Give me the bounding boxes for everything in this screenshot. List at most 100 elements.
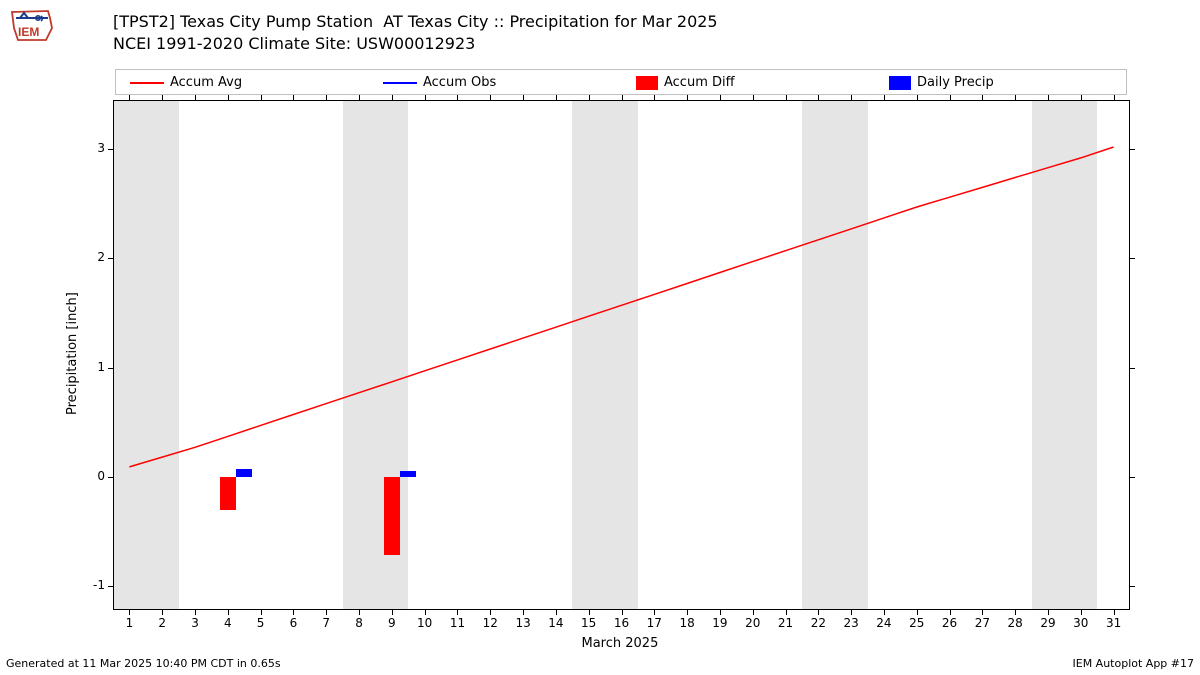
xtick-mark — [425, 95, 426, 100]
xtick-label: 12 — [478, 616, 502, 630]
xtick-mark — [425, 610, 426, 615]
xtick-mark — [818, 95, 819, 100]
xtick-mark — [654, 95, 655, 100]
ytick-mark — [1130, 149, 1135, 150]
xtick-mark — [753, 95, 754, 100]
xtick-mark — [884, 610, 885, 615]
legend-swatch-patch — [889, 76, 911, 90]
xtick-label: 15 — [577, 616, 601, 630]
xtick-mark — [1048, 95, 1049, 100]
bar-daily-precip — [236, 469, 252, 477]
xtick-mark — [195, 610, 196, 615]
xtick-mark — [457, 610, 458, 615]
xtick-mark — [589, 610, 590, 615]
xtick-label: 28 — [1003, 616, 1027, 630]
xtick-mark — [622, 610, 623, 615]
xtick-mark — [523, 610, 524, 615]
y-axis-label: Precipitation [inch] — [65, 292, 80, 415]
xtick-mark — [654, 610, 655, 615]
legend-item: Accum Avg — [130, 75, 242, 90]
ytick-mark — [1130, 586, 1135, 587]
ytick-mark — [108, 258, 113, 259]
xtick-mark — [293, 610, 294, 615]
xtick-mark — [326, 95, 327, 100]
xtick-label: 6 — [281, 616, 305, 630]
chart-title-line2: NCEI 1991-2020 Climate Site: USW00012923 — [113, 34, 475, 53]
ytick-mark — [108, 477, 113, 478]
xtick-mark — [589, 95, 590, 100]
xtick-mark — [687, 95, 688, 100]
xtick-label: 3 — [183, 616, 207, 630]
legend-label: Accum Diff — [664, 75, 735, 90]
footer-right: IEM Autoplot App #17 — [1073, 657, 1195, 670]
ytick-mark — [1130, 477, 1135, 478]
xtick-mark — [523, 95, 524, 100]
xtick-label: 30 — [1069, 616, 1093, 630]
xtick-label: 4 — [216, 616, 240, 630]
xtick-mark — [359, 95, 360, 100]
xtick-label: 31 — [1102, 616, 1126, 630]
xtick-mark — [195, 95, 196, 100]
xtick-mark — [950, 95, 951, 100]
xtick-label: 13 — [511, 616, 535, 630]
xtick-label: 10 — [413, 616, 437, 630]
xtick-mark — [556, 95, 557, 100]
xtick-mark — [786, 610, 787, 615]
xtick-mark — [917, 610, 918, 615]
ytick-label: 3 — [71, 141, 105, 155]
xtick-mark — [950, 610, 951, 615]
xtick-mark — [129, 610, 130, 615]
xtick-mark — [326, 610, 327, 615]
xtick-label: 2 — [150, 616, 174, 630]
xtick-label: 5 — [249, 616, 273, 630]
xtick-mark — [851, 610, 852, 615]
legend-label: Accum Avg — [170, 75, 242, 90]
xtick-label: 22 — [806, 616, 830, 630]
ytick-label: -1 — [71, 578, 105, 592]
xtick-mark — [720, 95, 721, 100]
xtick-mark — [917, 95, 918, 100]
xtick-mark — [228, 610, 229, 615]
xtick-label: 17 — [642, 616, 666, 630]
legend-label: Daily Precip — [917, 75, 994, 90]
xtick-label: 19 — [708, 616, 732, 630]
ytick-mark — [1130, 368, 1135, 369]
weekend-band — [1032, 101, 1098, 609]
xtick-label: 23 — [839, 616, 863, 630]
ytick-label: 2 — [71, 250, 105, 264]
xtick-label: 7 — [314, 616, 338, 630]
weekend-band — [113, 101, 179, 609]
xtick-label: 9 — [380, 616, 404, 630]
xtick-mark — [1114, 610, 1115, 615]
xtick-label: 27 — [970, 616, 994, 630]
xtick-mark — [490, 610, 491, 615]
xtick-mark — [687, 610, 688, 615]
legend-item: Daily Precip — [889, 75, 994, 90]
xtick-mark — [884, 95, 885, 100]
xtick-mark — [1048, 610, 1049, 615]
xtick-mark — [359, 610, 360, 615]
svg-text:IEM: IEM — [18, 25, 39, 39]
xtick-label: 25 — [905, 616, 929, 630]
xtick-label: 20 — [741, 616, 765, 630]
xtick-label: 21 — [774, 616, 798, 630]
xtick-mark — [457, 95, 458, 100]
xtick-mark — [392, 610, 393, 615]
legend-swatch-patch — [636, 76, 658, 90]
xtick-mark — [851, 95, 852, 100]
xtick-label: 16 — [610, 616, 634, 630]
xtick-mark — [490, 95, 491, 100]
xtick-label: 29 — [1036, 616, 1060, 630]
xtick-mark — [162, 610, 163, 615]
xtick-mark — [720, 610, 721, 615]
xtick-mark — [556, 610, 557, 615]
xtick-mark — [162, 95, 163, 100]
ytick-mark — [1130, 258, 1135, 259]
weekend-band — [802, 101, 868, 609]
xtick-mark — [1081, 95, 1082, 100]
xtick-label: 1 — [117, 616, 141, 630]
xtick-mark — [786, 95, 787, 100]
xtick-mark — [261, 610, 262, 615]
xtick-mark — [982, 95, 983, 100]
xtick-mark — [622, 95, 623, 100]
